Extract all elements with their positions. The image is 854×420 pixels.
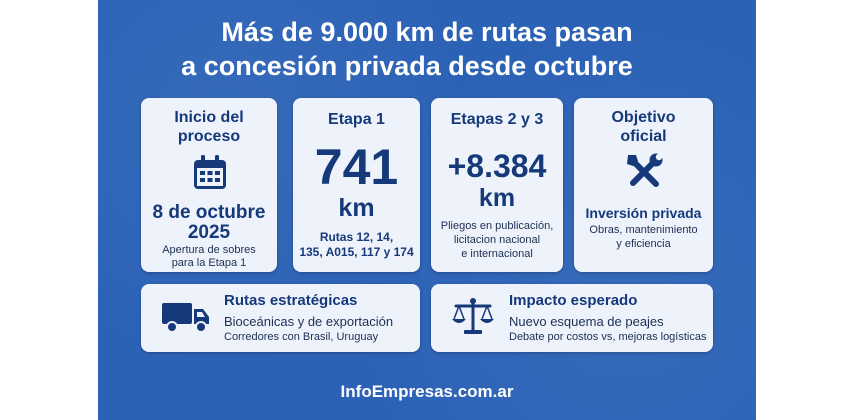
card-etapas23-unit: km	[478, 184, 516, 212]
card-etapa1-unit: km	[338, 194, 375, 222]
card-rutas: Rutas estratégicas Bioceánicas y de expo…	[141, 284, 420, 352]
card-etapas23-desc-1: Pliegos en publicación,	[440, 220, 554, 232]
card-impacto: Impacto esperado Nuevo esquema de peajes…	[431, 284, 713, 352]
card-inicio: Inicio del proceso 8 de octubre 2025 Ape…	[141, 98, 277, 272]
truck-icon	[162, 303, 209, 333]
headline-line-2: a concesión privada desde octubre	[181, 51, 633, 81]
card-objetivo-desc-1: Obras, mantenimiento	[589, 224, 698, 236]
card-etapa1-value: 741	[314, 139, 399, 195]
card-etapas23-title: Etapas 2 y 3	[450, 111, 544, 128]
card-etapas23-desc-3: e internacional	[461, 248, 533, 260]
card-etapa1: Etapa 1 741 km Rutas 12, 14, 135, A015, …	[293, 98, 420, 272]
card-inicio-title-1: Inicio del	[174, 109, 244, 126]
card-etapa1-title: Etapa 1	[328, 111, 385, 128]
scales-icon	[452, 298, 494, 334]
card-objetivo-title-2: oficial	[620, 128, 667, 145]
card-etapas23-value: +8.384	[447, 148, 547, 184]
card-rutas-line-2: Corredores con Brasil, Uruguay	[224, 331, 379, 343]
card-etapas23-desc-2: licitacion nacional	[453, 234, 541, 246]
card-objetivo: Objetivo oficial Inversión privada Obras…	[574, 98, 713, 272]
card-inicio-desc-2: para la Etapa 1	[171, 257, 247, 269]
infographic-panel: Más de 9.000 km de rutas pasan a concesi…	[98, 0, 756, 420]
card-inicio-date-1: 8 de octubre	[152, 202, 266, 223]
card-inicio-title-2: proceso	[177, 128, 241, 145]
card-impacto-title: Impacto esperado	[509, 292, 638, 309]
card-etapa1-desc-1: Rutas 12, 14,	[319, 230, 394, 244]
card-impacto-line-1: Nuevo esquema de peajes	[509, 314, 664, 329]
tools-icon	[627, 153, 663, 187]
card-rutas-line-1: Bioceánicas y de exportación	[224, 314, 394, 329]
calendar-icon	[194, 155, 226, 189]
card-objetivo-desc-2: y eficiencia	[616, 238, 671, 250]
card-etapa1-desc-2: 135, A015, 117 y 174	[299, 245, 414, 259]
footer-site: InfoEmpresas.com.ar	[340, 382, 514, 401]
card-objetivo-title-1: Objetivo	[611, 109, 676, 126]
card-inicio-desc-1: Apertura de sobres	[162, 244, 256, 256]
card-rutas-title: Rutas estratégicas	[224, 292, 358, 309]
card-etapas23: Etapas 2 y 3 +8.384 km Pliegos en public…	[431, 98, 563, 272]
card-objetivo-headline: Inversión privada	[585, 205, 702, 221]
headline-line-1: Más de 9.000 km de rutas pasan	[221, 17, 633, 47]
card-inicio-date-2: 2025	[187, 222, 231, 243]
card-impacto-line-2: Debate por costos vs, mejoras logísticas	[509, 331, 707, 343]
